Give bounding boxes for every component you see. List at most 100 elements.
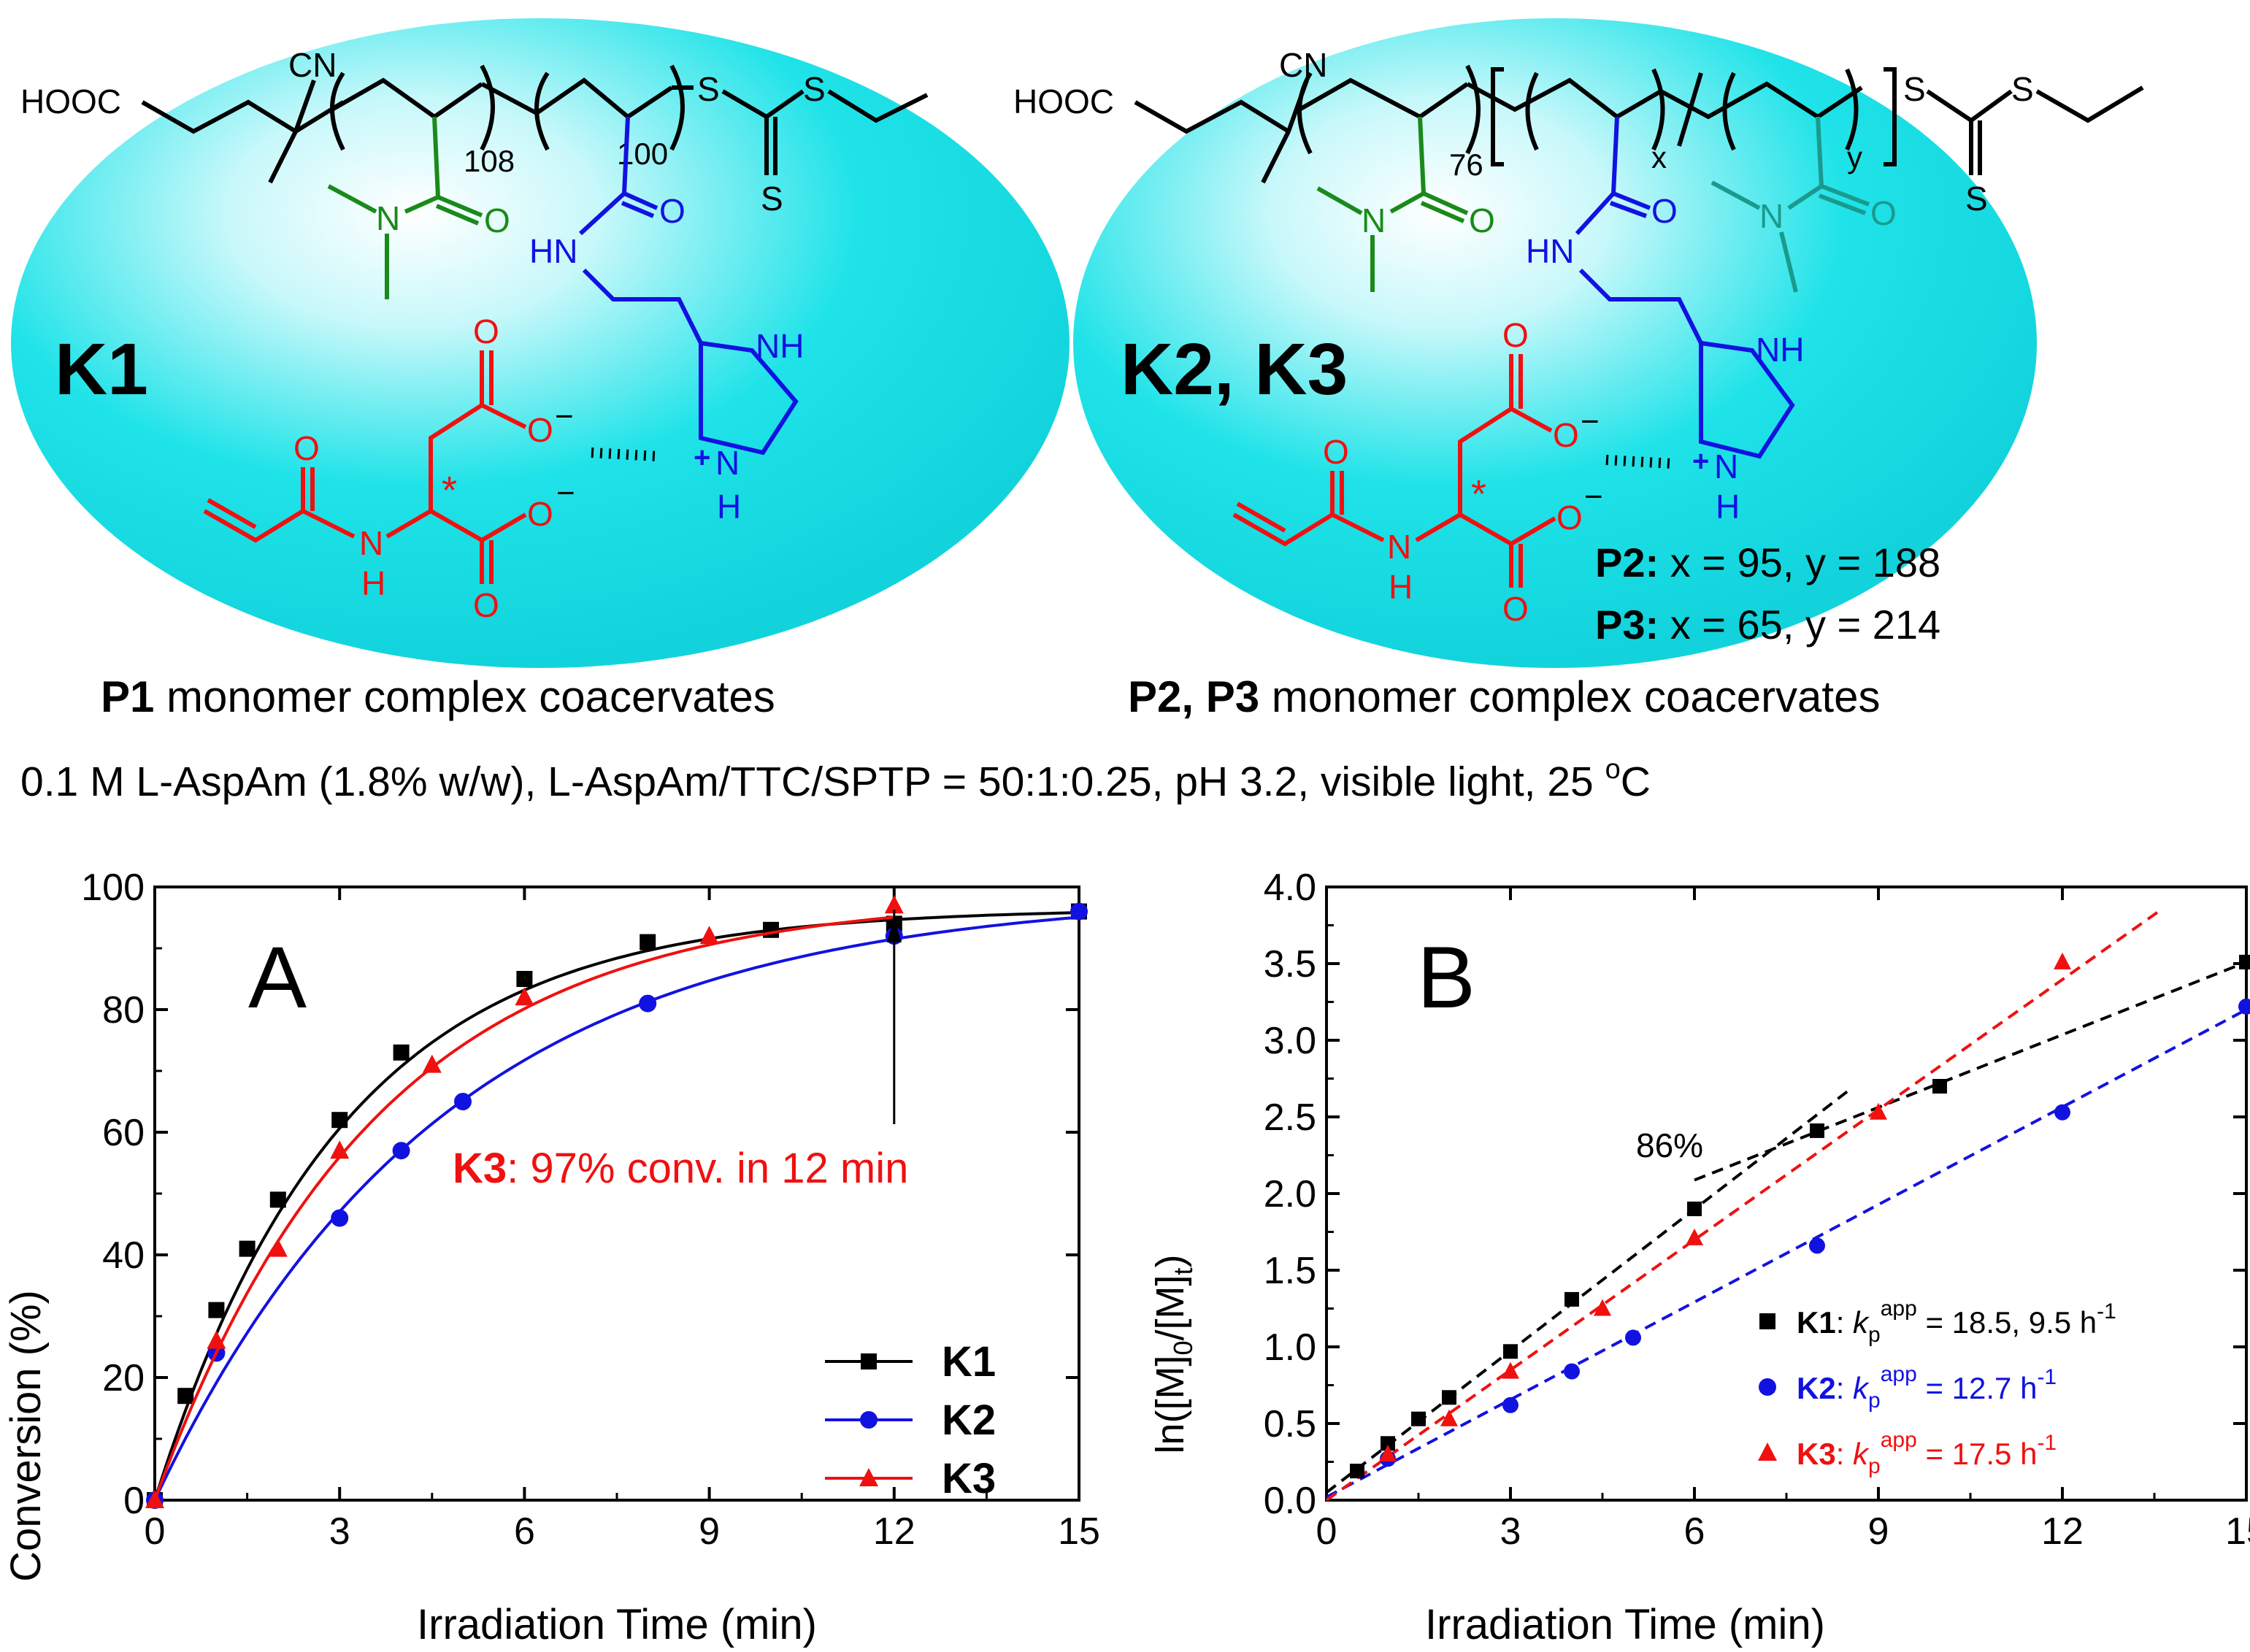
chart-a-ytick-label: 100 xyxy=(81,867,145,909)
legend-k1-marker xyxy=(1759,1313,1775,1329)
legend-k1-label: K1 xyxy=(942,1338,996,1386)
k23-ttc-s2: S xyxy=(2011,70,2034,108)
chart-a-xtick-label: 0 xyxy=(145,1510,166,1553)
k23-slash xyxy=(1677,72,1703,147)
k23-dma-co2 xyxy=(1420,201,1465,223)
k23-aspam-ch2 xyxy=(1458,354,1513,515)
legend-k3-marker xyxy=(1758,1442,1777,1461)
k1-aspam-ch2 xyxy=(429,350,484,511)
k23-repeat-1 xyxy=(1298,77,1469,120)
k23-teal-cn xyxy=(1787,184,1823,210)
k1-his-cn xyxy=(578,191,626,236)
k1-his-co xyxy=(623,191,659,210)
chart-b-ylabel-1: ln([M] xyxy=(1148,1356,1192,1454)
k23-aspam-o5: O xyxy=(1502,590,1529,628)
k1-aspam-o4: O xyxy=(527,495,553,533)
legend-k2-part: app xyxy=(1881,1362,1917,1386)
k1-his-bond xyxy=(622,116,630,194)
p2-values: x = 95, y = 188 xyxy=(1659,539,1940,585)
chart-b-xtick-label: 12 xyxy=(2041,1510,2084,1553)
k1-backbone xyxy=(141,99,345,134)
k1-dma-bond xyxy=(432,116,440,198)
series-k3-point xyxy=(422,1054,442,1073)
legend-k2-part: K2 xyxy=(1797,1371,1836,1405)
k23-aspam-nc xyxy=(1415,512,1462,542)
chart-a-panel-label: A xyxy=(248,929,307,1026)
k23-structure: HOOC CN 76 O N x y S S S xyxy=(1013,18,2144,668)
series-k2-point xyxy=(392,1142,410,1160)
chart-a-xtick-label: 6 xyxy=(514,1510,535,1553)
k23-dma-n: N xyxy=(1362,201,1386,239)
chart-a-ytick-label: 40 xyxy=(102,1234,145,1277)
k1-his-ethyl xyxy=(582,268,703,345)
series-k1-point xyxy=(1564,1291,1579,1307)
chart-b-ytick-label: 2.5 xyxy=(1264,1096,1316,1139)
k1-dma-me1 xyxy=(327,184,377,214)
legend-k2-part: p xyxy=(1868,1388,1881,1413)
series-k2-point xyxy=(2054,1104,2070,1121)
p2-composition: P2: x = 95, y = 188 xyxy=(1595,539,1940,585)
legend-k3-part: -1 xyxy=(2037,1431,2057,1455)
series-k1-point xyxy=(1932,1079,1947,1094)
k1-dma-cn xyxy=(404,195,439,214)
k23-imidazole xyxy=(1699,340,1795,459)
caption-p23-text: monomer complex coacervates xyxy=(1259,672,1880,721)
chart-b-panel-label: B xyxy=(1417,929,1475,1026)
chart-b-ytick-label: 4.0 xyxy=(1264,867,1316,909)
chart-a-xtick-label: 9 xyxy=(699,1510,720,1553)
legend-k3-part: k xyxy=(1853,1437,1870,1471)
series-k3-point xyxy=(207,1330,226,1349)
k23-teal-me1 xyxy=(1710,180,1761,210)
k23-aspam-n: N xyxy=(1387,528,1411,566)
k23-label: K2, K3 xyxy=(1121,329,1348,410)
k23-aspam-o1: O xyxy=(1323,433,1349,471)
series-k1-line xyxy=(153,911,1080,1501)
series-k3-point xyxy=(1870,1102,1887,1120)
k1-aspam-cn xyxy=(302,509,356,539)
k1-hooc: HOOC xyxy=(20,82,121,120)
k1-ttc-s3: S xyxy=(761,180,783,218)
k1-aspam-nc xyxy=(385,509,432,539)
legend-k3-part: = 17.5 h xyxy=(1917,1437,2038,1471)
chart-b-xtick-label: 9 xyxy=(1868,1510,1889,1553)
chart-a-xtick-label: 12 xyxy=(873,1510,915,1553)
chart-b-annotation: 86% xyxy=(1636,1126,1703,1164)
legend-k3-part: app xyxy=(1881,1428,1917,1452)
k23-teal-bond xyxy=(1816,116,1824,187)
k1-aspam-o2: O xyxy=(473,312,499,350)
k23-bracket-x-open xyxy=(1525,72,1539,151)
k23-teal-o: O xyxy=(1870,194,1897,232)
caption-p23: P2, P3 monomer complex coacervates xyxy=(1128,672,1880,721)
chart-a-ylabel: Conversion (%) xyxy=(2,1290,50,1582)
k23-bracket-open-1 xyxy=(1297,72,1313,155)
k23-teal-co2 xyxy=(1818,193,1867,215)
k23-subscript-x: x xyxy=(1651,140,1667,174)
legend-k2-part: : xyxy=(1836,1371,1853,1405)
fit-k2-line xyxy=(1326,1008,2247,1499)
legend-k2-marker xyxy=(1759,1378,1776,1396)
chart-a-xlabel: Irradiation Time (min) xyxy=(417,1601,817,1648)
k1-label: K1 xyxy=(55,329,148,410)
series-k1-point xyxy=(269,1191,286,1208)
series-k1-point xyxy=(239,1240,256,1257)
k23-coacervate-ellipse xyxy=(1073,18,2037,668)
k23-bracket-y-open xyxy=(1722,72,1736,151)
chart-b-ylabel: ln([M]0/[M]t) xyxy=(1148,1254,1198,1453)
k1-imidazole xyxy=(699,340,799,456)
series-k1-point xyxy=(1810,1123,1824,1138)
legend-k3-part: K3 xyxy=(1797,1437,1836,1471)
k23-his-bond xyxy=(1611,116,1619,194)
k23-imid-h: H xyxy=(1716,488,1740,526)
k1-repeat-2 xyxy=(480,77,673,120)
k1-aspam-n: N xyxy=(359,524,383,562)
legend-k3-label: K3: kpapp = 17.5 h-1 xyxy=(1797,1428,2057,1478)
k23-imid-plus: + xyxy=(1692,445,1709,477)
chart-b-ytick-label: 0.0 xyxy=(1264,1480,1316,1522)
legend-k3-marker xyxy=(859,1468,878,1486)
chart-b-xtick-label: 15 xyxy=(2225,1510,2250,1553)
k23-bracket-x-close xyxy=(1651,68,1665,151)
chart-b-ylabel-subt: t xyxy=(1168,1267,1198,1275)
series-k3-point xyxy=(515,987,534,1006)
chart-a-arrow-head xyxy=(886,918,902,942)
k23-hooc: HOOC xyxy=(1013,82,1114,120)
